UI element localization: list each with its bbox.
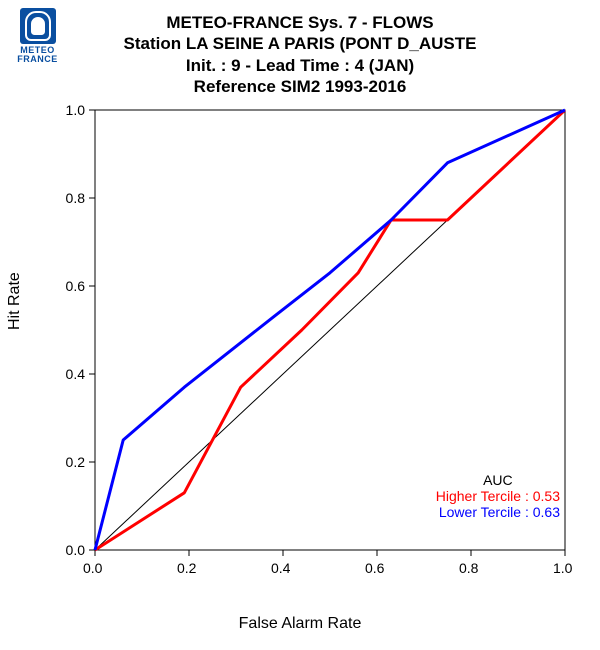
y-tick-label: 0.4 bbox=[66, 366, 85, 382]
x-tick-label: 0.0 bbox=[83, 560, 102, 576]
x-tick-label: 1.0 bbox=[553, 560, 572, 576]
x-tick-label: 0.6 bbox=[365, 560, 384, 576]
chart-svg bbox=[0, 0, 600, 650]
y-axis-label: Hit Rate bbox=[6, 272, 24, 330]
page-root: METEO FRANCE METEO-FRANCE Sys. 7 - FLOWS… bbox=[0, 0, 600, 650]
y-tick-label: 0.0 bbox=[66, 542, 85, 558]
y-tick-label: 0.8 bbox=[66, 190, 85, 206]
x-axis-label: False Alarm Rate bbox=[0, 615, 600, 633]
y-tick-label: 0.6 bbox=[66, 278, 85, 294]
x-tick-label: 0.8 bbox=[459, 560, 478, 576]
y-tick-label: 1.0 bbox=[66, 102, 85, 118]
legend-lower-tercile: Lower Tercile : 0.63 bbox=[436, 504, 560, 520]
legend-higher-tercile: Higher Tercile : 0.53 bbox=[436, 488, 560, 504]
y-tick-label: 0.2 bbox=[66, 454, 85, 470]
legend-title: AUC bbox=[436, 472, 560, 488]
x-tick-label: 0.4 bbox=[271, 560, 290, 576]
legend: AUC Higher Tercile : 0.53 Lower Tercile … bbox=[436, 472, 560, 520]
x-tick-label: 0.2 bbox=[177, 560, 196, 576]
